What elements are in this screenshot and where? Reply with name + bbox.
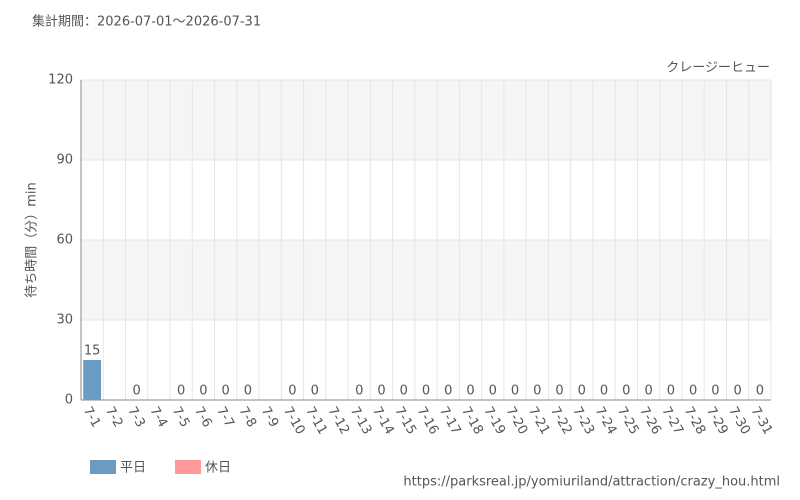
value-label: 0: [355, 384, 363, 399]
value-label: 0: [511, 384, 519, 399]
x-tick-label: 7-27: [658, 404, 686, 437]
x-tick-label: 7-14: [369, 404, 397, 437]
x-tick-label: 7-26: [636, 404, 664, 437]
x-tick-label: 7-25: [614, 404, 642, 437]
value-label: 0: [311, 384, 319, 399]
legend-swatch: [175, 460, 201, 474]
x-tick-label: 7-2: [102, 404, 126, 430]
x-tick-label: 7-4: [146, 404, 170, 430]
value-label: 0: [288, 384, 296, 399]
value-label: 0: [177, 384, 185, 399]
y-tick-label: 90: [56, 153, 73, 168]
x-tick-label: 7-7: [213, 404, 237, 430]
value-label: 0: [444, 384, 452, 399]
y-tick-label: 0: [65, 393, 73, 408]
x-tick-label: 7-24: [592, 404, 620, 437]
x-tick-label: 7-28: [681, 404, 709, 437]
value-label: 0: [400, 384, 408, 399]
value-label: 0: [533, 384, 541, 399]
grid-band: [81, 240, 771, 320]
source-url: https://parksreal.jp/yomiuriland/attract…: [403, 475, 780, 490]
x-tick-label: 7-20: [503, 404, 531, 437]
value-label: 0: [644, 384, 652, 399]
x-tick-label: 7-13: [347, 404, 375, 437]
y-tick-label: 60: [56, 233, 73, 248]
y-tick-label: 120: [48, 73, 73, 88]
x-tick-label: 7-18: [458, 404, 486, 437]
x-tick-label: 7-23: [569, 404, 597, 437]
value-label: 0: [756, 384, 764, 399]
x-tick-label: 7-11: [302, 404, 330, 437]
legend-label: 休日: [205, 461, 231, 476]
value-label: 0: [555, 384, 563, 399]
value-label: 0: [711, 384, 719, 399]
value-label: 0: [578, 384, 586, 399]
value-label: 0: [199, 384, 207, 399]
x-tick-label: 7-19: [480, 404, 508, 437]
x-tick-label: 7-15: [391, 404, 419, 437]
x-tick-label: 7-3: [124, 404, 148, 430]
value-label: 0: [489, 384, 497, 399]
value-label: 0: [222, 384, 230, 399]
x-tick-label: 7-30: [725, 404, 753, 437]
value-label: 0: [667, 384, 675, 399]
value-label: 15: [84, 344, 101, 359]
value-label: 0: [133, 384, 141, 399]
x-tick-label: 7-5: [169, 404, 193, 430]
value-label: 0: [422, 384, 430, 399]
x-tick-label: 7-6: [191, 404, 215, 430]
grid-band: [81, 80, 771, 160]
x-tick-label: 7-17: [436, 404, 464, 437]
value-label: 0: [466, 384, 474, 399]
value-label: 0: [244, 384, 252, 399]
y-axis-label: 待ち時間（分）min: [25, 182, 40, 298]
x-tick-label: 7-31: [747, 404, 775, 437]
x-tick-label: 7-12: [324, 404, 352, 437]
bar: [83, 360, 102, 400]
chart-title: 集計期間：2026-07-01～2026-07-31: [32, 14, 261, 30]
value-label: 0: [733, 384, 741, 399]
x-tick-label: 7-1: [80, 404, 104, 430]
x-tick-label: 7-10: [280, 404, 308, 437]
chart-subtitle: クレージーヒュー: [666, 61, 770, 76]
legend-swatch: [90, 460, 116, 474]
x-tick-label: 7-8: [235, 404, 259, 430]
value-label: 0: [377, 384, 385, 399]
legend-label: 平日: [120, 461, 146, 476]
x-tick-label: 7-22: [547, 404, 575, 437]
y-tick-label: 30: [56, 313, 73, 328]
x-tick-label: 7-16: [414, 404, 442, 437]
x-tick-label: 7-21: [525, 404, 553, 437]
value-label: 0: [689, 384, 697, 399]
x-tick-label: 7-9: [258, 404, 282, 430]
value-label: 0: [600, 384, 608, 399]
x-tick-label: 7-29: [703, 404, 731, 437]
value-label: 0: [622, 384, 630, 399]
